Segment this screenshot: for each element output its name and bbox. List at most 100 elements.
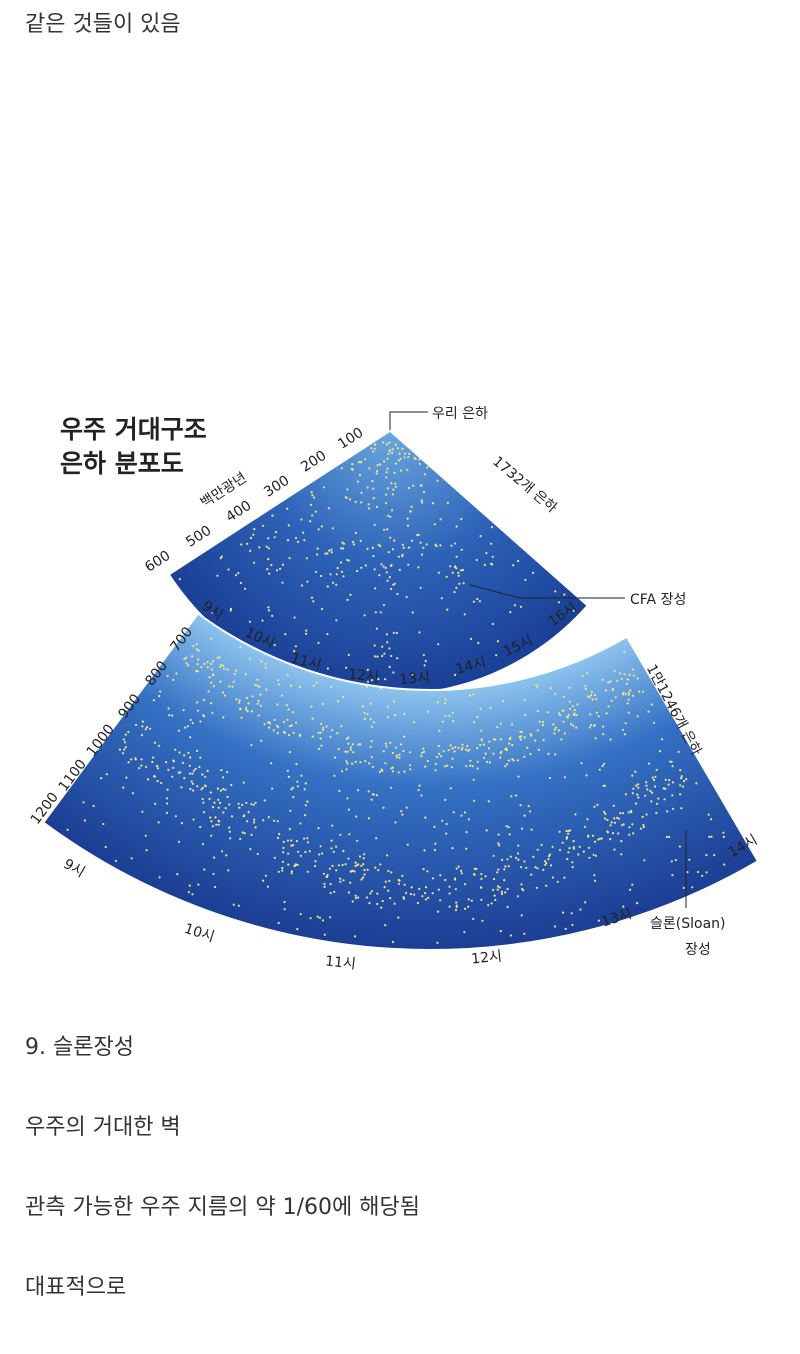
galaxy-dot — [310, 705, 313, 708]
galaxy-dot — [557, 601, 561, 604]
galaxy-dot — [590, 693, 593, 697]
galaxy-dot — [185, 662, 188, 665]
galaxy-dot — [391, 770, 394, 773]
galaxy-dot — [363, 717, 366, 721]
galaxy-dot — [331, 824, 334, 827]
galaxy-dot — [374, 611, 377, 614]
galaxy-dot — [651, 776, 654, 779]
galaxy-dot — [328, 549, 331, 552]
galaxy-dot — [250, 710, 253, 713]
galaxy-dot — [626, 702, 629, 705]
galaxy-dot — [102, 822, 105, 826]
galaxy-dot — [392, 488, 395, 491]
galaxy-dot — [382, 441, 385, 444]
galaxy-dot — [226, 668, 229, 671]
galaxy-dot — [534, 866, 537, 869]
galaxy-dot — [465, 765, 468, 768]
galaxy-dot — [412, 484, 415, 487]
galaxy-dot — [357, 460, 360, 464]
galaxy-dot — [584, 825, 587, 829]
galaxy-dot — [504, 865, 507, 868]
galaxy-dot — [191, 722, 194, 725]
galaxy-dot — [469, 764, 472, 767]
galaxy-dot — [335, 583, 338, 586]
galaxy-dot — [389, 741, 392, 744]
galaxy-dot — [708, 835, 711, 838]
galaxy-dot — [662, 787, 665, 790]
galaxy-dot — [514, 794, 518, 797]
galaxy-dot — [444, 698, 447, 701]
galaxy-dot — [631, 792, 635, 795]
galaxy-dot — [223, 694, 227, 697]
galaxy-dot — [302, 531, 305, 534]
galaxy-dot — [629, 811, 633, 814]
galaxy-dot — [228, 830, 231, 833]
galaxy-dot — [401, 543, 404, 546]
galaxy-dot — [656, 802, 659, 805]
galaxy-dot — [277, 836, 280, 840]
galaxy-dot — [238, 806, 241, 809]
galaxy-dot — [194, 767, 197, 771]
galaxy-dot — [511, 758, 514, 761]
galaxy-dot — [446, 608, 449, 611]
galaxy-dot — [366, 868, 369, 871]
galaxy-dot — [370, 740, 373, 743]
galaxy-dot — [480, 877, 483, 881]
galaxy-dot — [310, 491, 313, 494]
galaxy-dot — [175, 672, 178, 675]
galaxy-dot — [592, 853, 595, 856]
galaxy-dot — [424, 816, 427, 819]
galaxy-dot — [282, 720, 286, 724]
galaxy-dot — [388, 665, 391, 669]
galaxy-dot — [398, 753, 401, 756]
galaxy-dot — [160, 781, 163, 785]
galaxy-dot — [496, 726, 499, 729]
galaxy-dot — [631, 774, 634, 777]
galaxy-dot — [642, 823, 645, 827]
galaxy-dot — [701, 874, 704, 877]
galaxy-dot — [315, 570, 318, 574]
galaxy-dot — [376, 469, 379, 473]
galaxy-dot — [457, 571, 460, 574]
pointer — [469, 584, 625, 599]
galaxy-dot — [286, 539, 290, 542]
galaxy-dot — [394, 714, 397, 717]
galaxy-dot — [636, 902, 639, 905]
galaxy-dot — [211, 806, 215, 809]
galaxy-dot — [471, 765, 474, 768]
galaxy-dot — [230, 783, 233, 787]
galaxy-dot — [511, 744, 514, 747]
galaxy-dot — [637, 796, 640, 799]
galaxy-dot — [326, 585, 329, 588]
galaxy-dot — [563, 876, 566, 879]
galaxy-dot — [654, 775, 657, 778]
galaxy-dot — [324, 552, 327, 555]
galaxy-dot — [376, 464, 379, 467]
galaxy-dot — [523, 736, 526, 739]
galaxy-dot — [141, 810, 144, 813]
galaxy-dot — [499, 738, 502, 741]
galaxy-dot — [354, 897, 358, 900]
galaxy-dot — [389, 587, 393, 591]
label: 슬론(Sloan) — [650, 916, 725, 932]
galaxy-dot — [358, 855, 362, 858]
galaxy-dot — [373, 644, 376, 647]
galaxy-dot — [568, 686, 571, 689]
galaxy-dot — [362, 863, 365, 866]
galaxy-dot — [366, 680, 370, 683]
galaxy-dot — [330, 847, 333, 850]
galaxy-dot — [480, 738, 483, 741]
galaxy-dot — [257, 699, 260, 703]
galaxy-dot — [571, 923, 574, 927]
galaxy-dot — [603, 810, 606, 814]
galaxy-dot — [293, 650, 296, 653]
galaxy-dot — [275, 531, 278, 534]
galaxy-dot — [523, 755, 526, 758]
galaxy-dot — [362, 705, 365, 708]
galaxy-dot — [267, 816, 270, 819]
galaxy-dot — [347, 653, 350, 657]
galaxy-dot — [445, 822, 448, 826]
galaxy-dot — [386, 641, 389, 644]
galaxy-dot — [365, 685, 368, 688]
galaxy-dot — [573, 709, 576, 712]
